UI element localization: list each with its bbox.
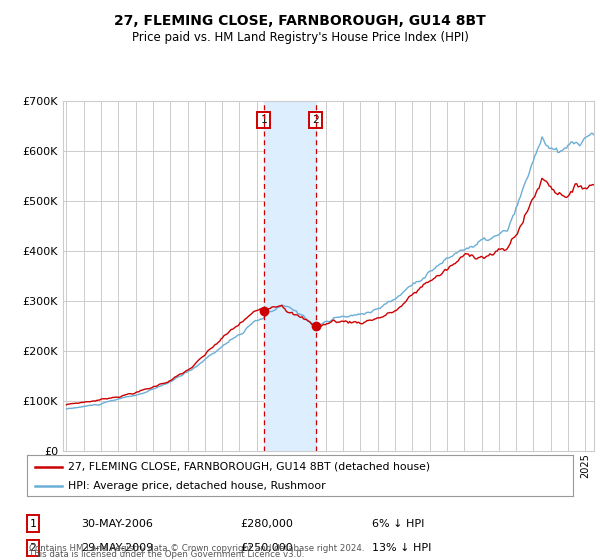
Text: 2: 2 [313, 115, 319, 125]
Text: 1: 1 [29, 519, 37, 529]
Text: Price paid vs. HM Land Registry's House Price Index (HPI): Price paid vs. HM Land Registry's House … [131, 31, 469, 44]
Text: £280,000: £280,000 [240, 519, 293, 529]
Text: This data is licensed under the Open Government Licence v3.0.: This data is licensed under the Open Gov… [29, 550, 304, 559]
Text: 30-MAY-2006: 30-MAY-2006 [81, 519, 153, 529]
Text: 1: 1 [260, 115, 268, 125]
Text: 13% ↓ HPI: 13% ↓ HPI [372, 543, 431, 553]
Text: £250,000: £250,000 [240, 543, 293, 553]
Text: 6% ↓ HPI: 6% ↓ HPI [372, 519, 424, 529]
Text: HPI: Average price, detached house, Rushmoor: HPI: Average price, detached house, Rush… [68, 480, 326, 491]
Text: 27, FLEMING CLOSE, FARNBOROUGH, GU14 8BT: 27, FLEMING CLOSE, FARNBOROUGH, GU14 8BT [114, 14, 486, 28]
Text: 29-MAY-2009: 29-MAY-2009 [81, 543, 153, 553]
Text: Contains HM Land Registry data © Crown copyright and database right 2024.: Contains HM Land Registry data © Crown c… [29, 544, 364, 553]
Text: 27, FLEMING CLOSE, FARNBOROUGH, GU14 8BT (detached house): 27, FLEMING CLOSE, FARNBOROUGH, GU14 8BT… [68, 461, 430, 472]
Text: 2: 2 [29, 543, 37, 553]
Bar [264, 101, 316, 451]
